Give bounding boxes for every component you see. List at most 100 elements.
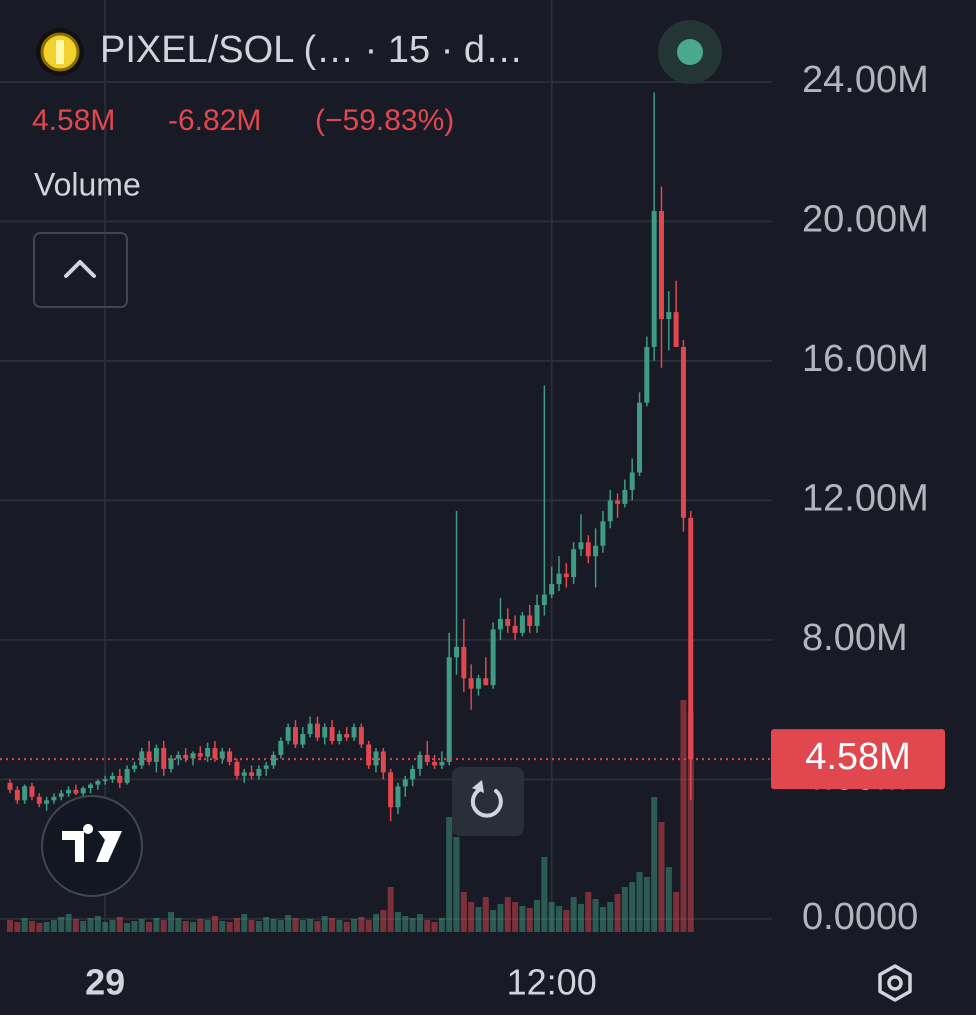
volume-bar [270,919,277,932]
volume-bar [416,914,423,932]
volume-bar [233,918,240,932]
tradingview-logo-mark [62,824,122,862]
volume-bar [50,920,57,932]
volume-bar [329,918,336,932]
collapse-button[interactable] [33,232,128,308]
volume-bar [658,822,665,932]
volume-bar [680,700,687,932]
candle-body [146,751,152,762]
volume-bar [548,902,555,932]
volume-bar [438,918,445,932]
candle-body [344,734,350,738]
change-percent: (−59.83%) [315,104,454,137]
candle-body [380,751,386,773]
volume-bar [102,922,109,932]
x-tick-label: 12:00 [507,962,597,1003]
volume-bar [592,899,599,932]
y-tick-label: 24.00M [802,59,929,101]
volume-bar [504,897,511,932]
volume-bar [124,923,131,932]
candle-body [300,734,306,745]
candle-body [395,786,401,808]
volume-bar [190,922,196,932]
volume-bar [255,921,262,932]
volume-bar [160,920,167,932]
candle-body [329,727,335,742]
candle-body [527,615,533,626]
candle-body [175,754,181,759]
candle-body [292,727,298,745]
volume-bar [607,902,614,932]
volume-bar [585,892,592,932]
candle-body [666,312,672,320]
candle-body [36,796,42,804]
volume-bar [204,920,211,932]
volume-bar [665,867,672,932]
candle-body [556,573,562,585]
volume-bar [36,923,43,932]
candle-body [51,796,57,801]
candle-body [153,747,159,762]
volume-bar [453,837,460,932]
volume-bar [14,922,21,932]
y-tick-label: 16.00M [802,338,929,380]
last-price-badge [771,729,945,790]
reset-icon-arrow [472,780,484,793]
settings-button[interactable] [878,964,912,1002]
grid [0,0,772,932]
candle-body [651,210,657,347]
y-tick-label: 20.00M [802,198,929,240]
volume-bar [109,920,116,932]
candle-body [615,500,621,504]
candle-body [432,761,438,766]
candle-body [219,751,225,759]
candle-body [14,789,20,801]
volume-bar [541,857,548,932]
candle-body [227,751,233,762]
candle-body [29,786,35,797]
candle-body [7,782,13,790]
volume-bar [65,914,72,932]
volume-bar [577,904,584,932]
candle-body [512,625,518,633]
candles [0,92,772,822]
candle-body [109,775,115,780]
volume-bar [497,904,504,932]
tradingview-logo[interactable] [41,795,143,897]
volume-bar [28,921,35,932]
candle-body [197,753,203,757]
candle-body [688,517,694,760]
volume-bar [321,916,328,932]
candle-body [249,772,255,776]
x-tick-label: 29 [85,962,125,1003]
volume-bar [7,920,13,932]
candle-body [417,754,423,769]
volume-bar [460,892,467,932]
symbol-title[interactable]: PIXEL/SOL (… · 15 · d… [100,29,523,71]
candle-body [117,775,123,783]
candle-body [102,779,108,782]
volume-bar [431,922,438,932]
volume-bar [307,919,314,932]
candle-body [534,605,540,626]
reset-button[interactable] [452,767,524,836]
candle-body [563,573,569,578]
volume-bar [241,914,248,932]
candle-body [88,784,94,789]
volume-bar [277,920,284,932]
candle-body [402,779,408,787]
volume-bar [636,872,643,932]
volume-bar [373,914,379,932]
volume-bar [219,921,226,932]
candle-body [629,472,635,490]
status-dot [677,39,703,65]
volume-bar [146,922,153,932]
volume-bar [402,916,409,932]
candle-body [505,618,511,626]
volume-bar [563,910,570,932]
volume-bar [534,900,541,932]
volume-bar [175,918,182,932]
volume-bar [285,915,292,932]
volume-bar [614,894,621,932]
candle-body [607,500,613,522]
